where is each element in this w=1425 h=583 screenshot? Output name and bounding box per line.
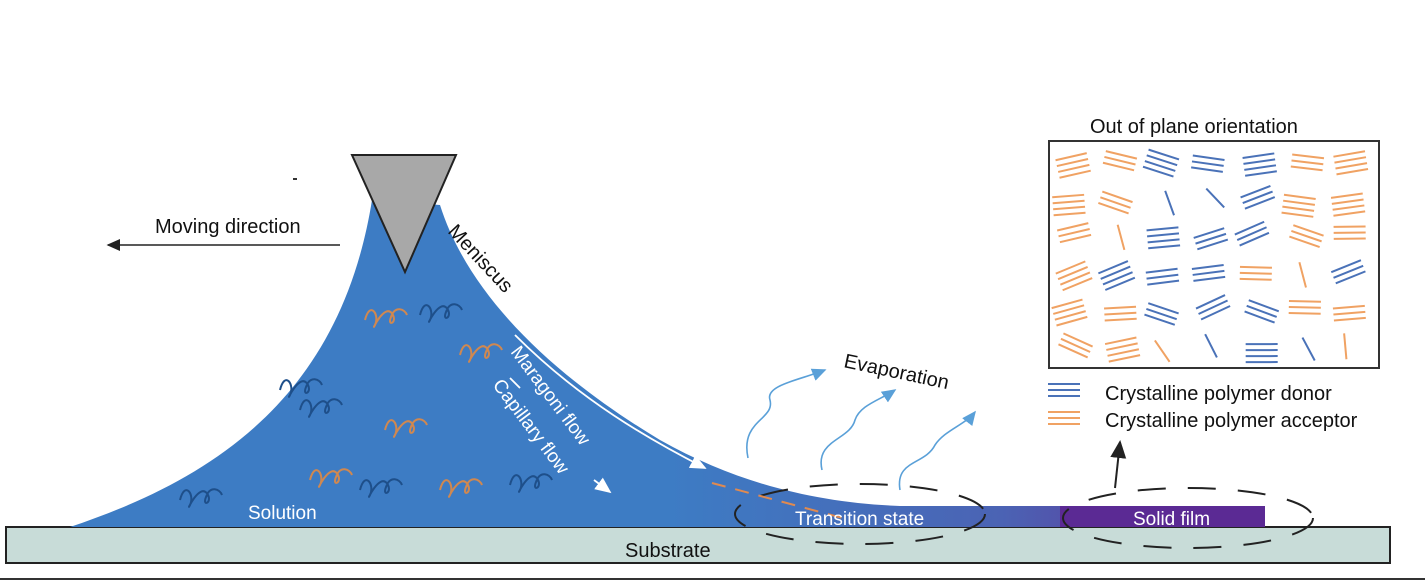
- polymer-coil: [359, 478, 403, 498]
- donor-crystallite: [1244, 299, 1280, 324]
- donor-crystallite: [1164, 190, 1175, 216]
- acceptor-swatch: [1048, 411, 1080, 425]
- acceptor-crystallite: [1104, 305, 1137, 322]
- flow-dash: [509, 377, 521, 389]
- acceptor-crystallite: [1290, 153, 1325, 172]
- legend-acceptor: Crystalline polymer acceptor: [1048, 410, 1358, 432]
- polymer-coil: [299, 398, 343, 418]
- polymer-coil: [364, 308, 408, 328]
- donor-crystallite: [1204, 333, 1218, 358]
- legend-acceptor-label: Crystalline polymer acceptor: [1105, 410, 1358, 432]
- solution-meniscus: [70, 200, 1265, 527]
- donor-crystallite: [1234, 220, 1270, 247]
- evaporation-label: Evaporation: [842, 350, 951, 394]
- donor-crystallite: [1145, 267, 1180, 286]
- acceptor-crystallite: [1288, 299, 1321, 315]
- dot-mark: [293, 178, 297, 180]
- acceptor-crystallite: [1298, 262, 1307, 288]
- solution-label: Solution: [248, 503, 317, 524]
- donor-crystallite: [1205, 187, 1225, 209]
- donor-crystallite: [1240, 184, 1276, 210]
- acceptor-crystallite: [1055, 260, 1093, 292]
- polymer-coil: [384, 418, 428, 438]
- transition-state-label: Transition state: [795, 509, 924, 530]
- donor-crystallite: [1242, 152, 1277, 177]
- evaporation-arrows: [746, 368, 976, 491]
- inset-box: [1048, 140, 1380, 369]
- polymer-coil: [509, 473, 553, 493]
- acceptor-crystallite: [1330, 192, 1366, 217]
- donor-crystallite: [1245, 343, 1278, 364]
- inset-molecules: [1051, 148, 1369, 364]
- donor-crystallite: [1098, 260, 1136, 291]
- donor-crystallite: [1144, 302, 1179, 326]
- acceptor-crystallite: [1333, 150, 1369, 176]
- donor-crystallite: [1191, 263, 1226, 282]
- solid-film-label: Solid film: [1133, 509, 1210, 530]
- legend-donor-label: Crystalline polymer donor: [1105, 383, 1332, 405]
- capillary-flow-arrow: [593, 477, 612, 494]
- transition-zone-ellipse: [734, 483, 986, 545]
- acceptor-crystallite: [1098, 190, 1133, 215]
- donor-crystallite: [1146, 226, 1181, 250]
- donor-crystallite: [1142, 148, 1180, 178]
- substrate-label: Substrate: [625, 540, 711, 562]
- solid-film: [1060, 506, 1265, 527]
- donor-crystallite: [1193, 227, 1229, 251]
- acceptor-crystallite: [1058, 332, 1094, 359]
- acceptor-crystallite: [1343, 333, 1348, 360]
- acceptor-crystallite: [1052, 193, 1086, 217]
- acceptor-crystallite: [1289, 224, 1324, 248]
- polymer-coil: [179, 488, 223, 508]
- polymer-coil: [279, 378, 323, 398]
- acceptor-crystallite: [1055, 152, 1091, 179]
- donor-swatch: [1048, 383, 1080, 397]
- polymer-coil: [439, 478, 483, 498]
- acceptor-crystallite: [1332, 304, 1366, 322]
- substrate: [5, 526, 1391, 564]
- moving-direction-label: Moving direction: [155, 216, 301, 238]
- donor-crystallite: [1301, 337, 1316, 361]
- acceptor-crystallite: [1281, 193, 1316, 218]
- polymer-coil: [419, 303, 463, 323]
- donor-crystallite: [1191, 154, 1225, 173]
- maragoni-flow-arrow: [514, 334, 707, 469]
- acceptor-crystallite: [1104, 336, 1141, 363]
- acceptor-crystallite: [1051, 298, 1088, 327]
- inset-title: Out of plane orientation: [1090, 116, 1298, 138]
- acceptor-crystallite: [1154, 339, 1171, 363]
- acceptor-crystallite: [1239, 265, 1272, 281]
- donor-crystallite: [1330, 259, 1366, 285]
- zoom-arrow: [1110, 440, 1127, 489]
- polymer-coil: [459, 343, 503, 363]
- legend-donor: Crystalline polymer donor: [1048, 383, 1332, 405]
- polymer-coils: [179, 303, 553, 508]
- polymer-coil: [309, 468, 353, 488]
- film-zone-ellipse: [1062, 487, 1314, 549]
- acceptor-crystallite: [1116, 224, 1126, 251]
- donor-crystallite: [1195, 294, 1231, 321]
- acceptor-crystallite: [1056, 222, 1092, 244]
- acceptor-crystallite: [1102, 150, 1138, 172]
- coating-blade: [350, 154, 458, 275]
- acceptor-crystallite: [1333, 225, 1366, 240]
